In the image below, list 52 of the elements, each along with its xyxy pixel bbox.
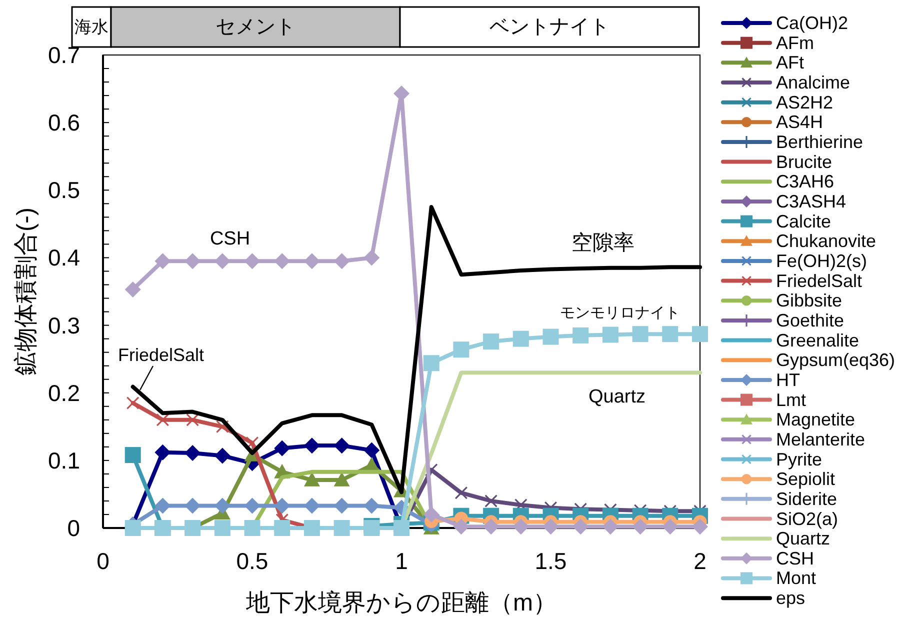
y-tick-label: 0.4 [48,244,80,271]
legend-label: Mont [776,568,816,588]
legend-label: Analcime [776,72,850,92]
legend-label: AS2H2 [776,92,834,112]
y-tick-label: 0.1 [48,447,80,474]
legend-label: Gypsum(eq36) [776,350,896,370]
legend-label: C3AH6 [776,172,834,192]
legend-label: Siderite [776,488,838,509]
legend-label: FriedelSalt [776,270,862,291]
y-tick-label: 0.5 [48,177,80,204]
legend-label: Brucite [776,152,832,172]
annotation: Quartz [588,386,646,408]
legend-label: Ca(OH)2 [776,13,848,33]
legend-label: AFt [776,52,804,73]
region-strip: 海水 [71,6,112,48]
y-tick-label: 0.3 [48,312,80,338]
legend-label: CSH [776,548,814,568]
legend-label: Melanterite [776,429,866,450]
y-tick-label: 0 [67,515,80,541]
annotation: CSH [210,228,250,250]
legend-label: Sepiolit [776,469,836,490]
legend-label: SiO2(a) [776,508,838,529]
x-tick-label: 1 [395,548,408,574]
legend-label: Gibbsite [776,290,842,311]
x-tick-label: 1.5 [534,548,567,574]
legend-label: HT [776,370,800,390]
legend-label: AS4H [776,112,824,132]
legend-label: Pyrite [776,449,822,470]
region-strip: ベントナイト [399,6,700,48]
legend-label: Greenalite [776,330,860,350]
y-tick-label: 0.6 [48,110,80,136]
annotation: モンモリロナイト [560,304,680,322]
x-tick-label: 0.5 [236,548,268,574]
x-tick-label: 0 [96,548,110,574]
legend-label: C3ASH4 [776,191,846,212]
legend-label: Magnetite [776,410,856,430]
legend-label: Goethite [776,310,844,330]
x-tick-label: 2 [694,548,706,574]
legend-label: Fe(OH)2(s) [776,250,867,271]
y-axis-title: 鉱物体積割合(-) [12,208,40,376]
x-axis-title: 地下水境界からの距離（m） [245,590,557,616]
legend-label: eps [776,588,806,608]
annotation: FriedelSalt [118,345,204,365]
legend-label: Quartz [776,528,830,549]
y-tick-label: 0.2 [48,380,80,406]
annotation: 空隙率 [572,232,634,254]
legend-label: Calcite [776,211,832,232]
legend-label: Lmt [776,390,806,410]
legend-label: Chukanovite [776,231,876,252]
region-strip: セメント [110,6,401,48]
legend-label: AFm [776,32,814,53]
legend-label: Berthierine [776,132,864,152]
